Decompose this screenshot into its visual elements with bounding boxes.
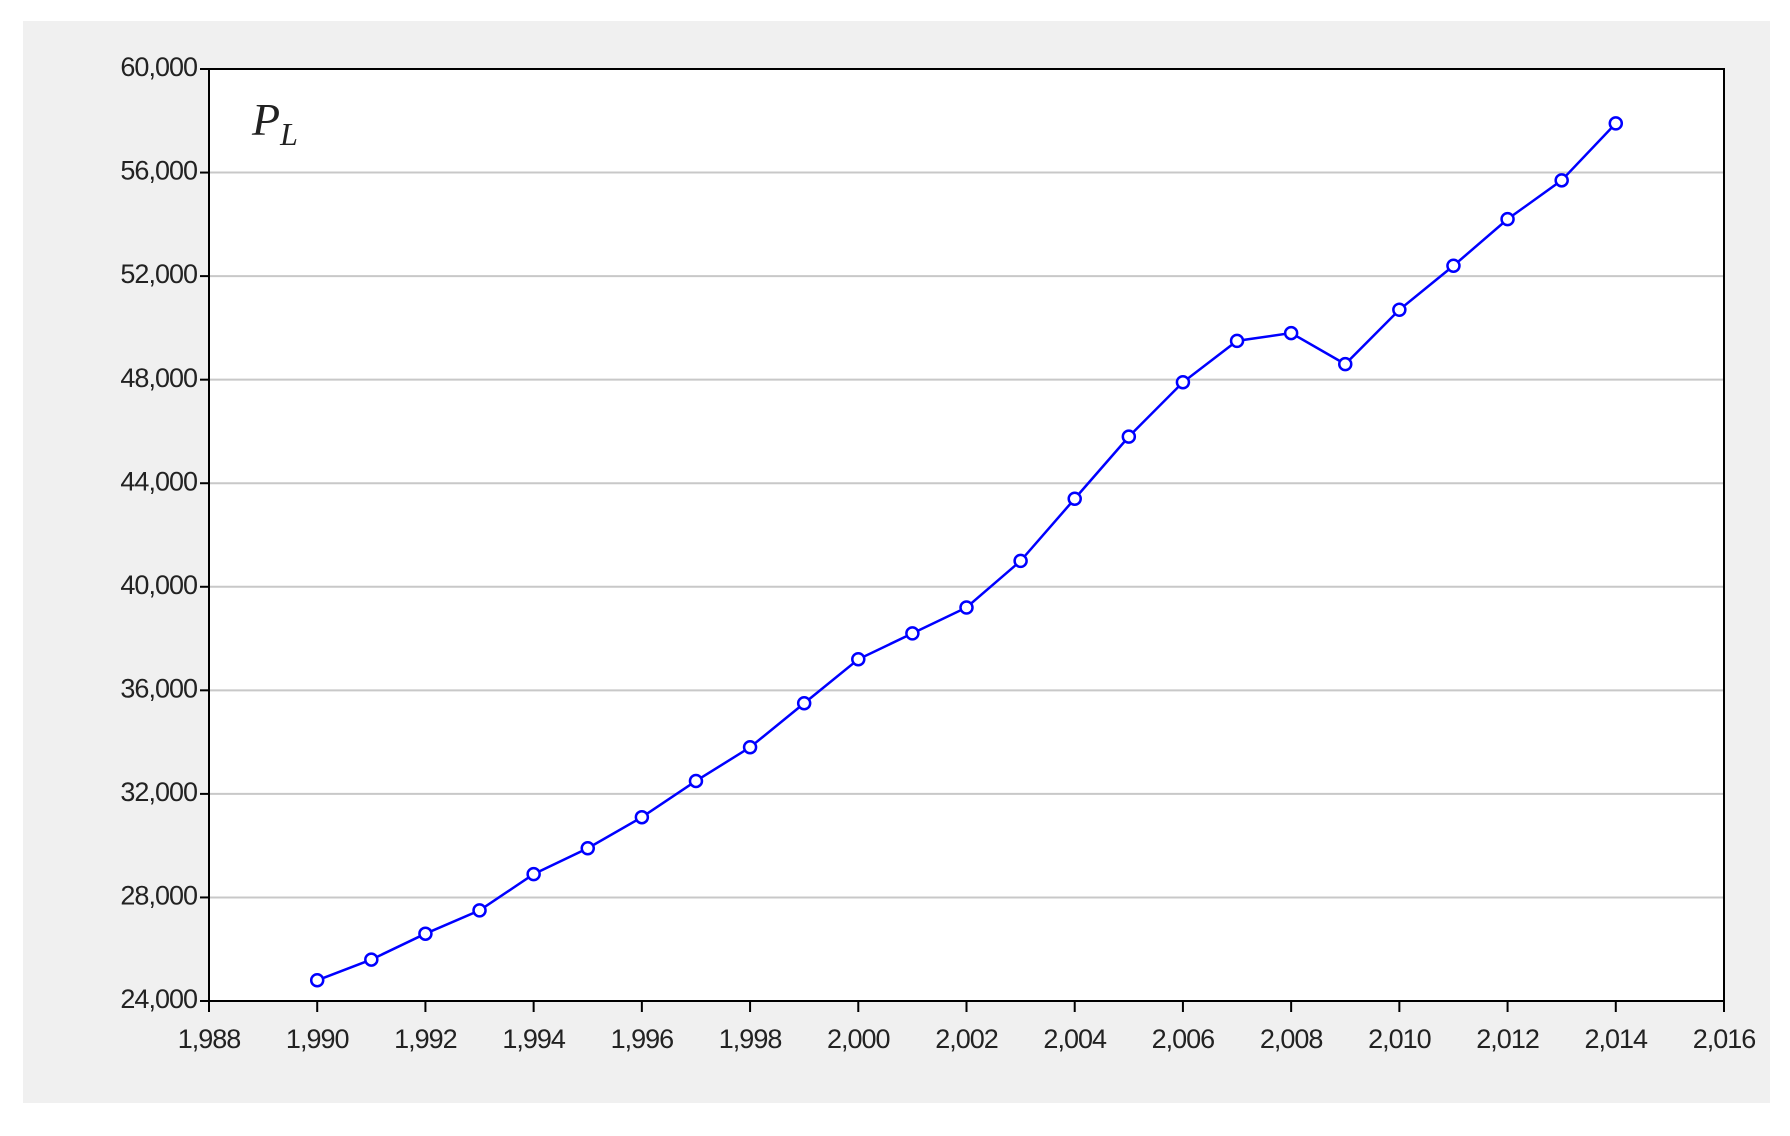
data-point xyxy=(634,809,650,825)
data-point xyxy=(851,652,866,667)
data-point xyxy=(309,973,325,988)
data-point xyxy=(1500,211,1515,227)
x-tick-label: 1,998 xyxy=(719,1024,782,1054)
data-point xyxy=(1554,173,1569,188)
data-point xyxy=(1067,491,1082,507)
data-point xyxy=(1283,325,1299,341)
annotation-text: P xyxy=(251,94,280,145)
x-tick-label: 1,988 xyxy=(178,1024,241,1054)
data-point xyxy=(1446,258,1461,274)
y-tick-label: 52,000 xyxy=(120,259,197,289)
y-tick-label: 44,000 xyxy=(120,466,197,496)
data-point xyxy=(580,841,595,856)
data-point xyxy=(1608,116,1624,131)
x-tick-label: 1,992 xyxy=(394,1024,457,1054)
data-point xyxy=(905,626,920,641)
x-tick-label: 2,002 xyxy=(935,1024,998,1054)
x-tick-label: 2,014 xyxy=(1584,1024,1648,1054)
data-point xyxy=(472,903,487,918)
data-point xyxy=(1338,356,1353,372)
data-point xyxy=(1175,375,1191,390)
annotation-subscript: L xyxy=(279,116,298,152)
data-point xyxy=(418,926,433,941)
marks xyxy=(309,116,1624,988)
y-tick-label: 48,000 xyxy=(120,363,197,393)
data-point xyxy=(1013,553,1028,569)
x-tick-label: 2,004 xyxy=(1043,1024,1107,1054)
y-tick-label: 56,000 xyxy=(120,156,197,186)
data-point xyxy=(526,866,541,882)
y-tick-label: 24,000 xyxy=(120,984,197,1014)
x-tick-label: 2,012 xyxy=(1476,1024,1539,1054)
y-tick-label: 60,000 xyxy=(120,52,197,82)
x-tick-label: 1,990 xyxy=(286,1024,349,1054)
x-tick-label: 2,010 xyxy=(1368,1024,1431,1054)
plot-area xyxy=(209,69,1724,1001)
data-point xyxy=(688,773,704,789)
data-point xyxy=(364,952,379,967)
x-tick-label: 2,016 xyxy=(1693,1024,1756,1054)
y-tick-label: 36,000 xyxy=(120,673,197,703)
data-point xyxy=(959,600,974,615)
x-tick-label: 2,006 xyxy=(1152,1024,1215,1054)
data-point xyxy=(1121,429,1137,444)
data-point xyxy=(1229,333,1245,349)
x-tick-label: 2,008 xyxy=(1260,1024,1323,1054)
data-point xyxy=(742,740,758,755)
y-tick-label: 32,000 xyxy=(120,777,197,807)
x-tick-label: 1,996 xyxy=(611,1024,674,1054)
x-tick-label: 1,994 xyxy=(502,1024,566,1054)
data-point xyxy=(796,696,812,711)
y-tick-label: 28,000 xyxy=(120,881,197,911)
x-tick-label: 2,000 xyxy=(827,1024,890,1054)
y-tick-label: 40,000 xyxy=(120,570,197,600)
annotation: PL xyxy=(251,94,298,153)
data-point xyxy=(1392,302,1407,318)
